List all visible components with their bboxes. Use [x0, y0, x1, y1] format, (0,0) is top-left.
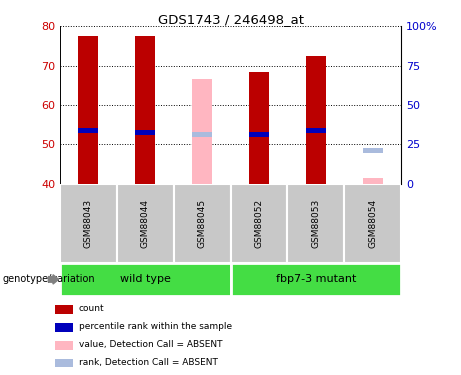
FancyBboxPatch shape [230, 262, 401, 296]
Bar [363, 178, 383, 184]
Bar [363, 148, 383, 153]
Text: GSM88053: GSM88053 [311, 198, 320, 248]
Text: rank, Detection Call = ABSENT: rank, Detection Call = ABSENT [79, 358, 218, 367]
Text: value, Detection Call = ABSENT: value, Detection Call = ABSENT [79, 340, 222, 349]
FancyBboxPatch shape [230, 184, 287, 262]
Text: GDS1743 / 246498_at: GDS1743 / 246498_at [158, 13, 303, 26]
Bar [192, 80, 212, 184]
Text: GSM88044: GSM88044 [141, 199, 150, 248]
Bar [55, 359, 73, 368]
Bar [55, 305, 73, 314]
Text: count: count [79, 304, 104, 313]
FancyBboxPatch shape [60, 184, 117, 262]
Bar [192, 132, 212, 137]
Bar [78, 128, 98, 133]
FancyBboxPatch shape [344, 184, 401, 262]
Text: genotype/variation: genotype/variation [2, 274, 95, 284]
Bar [306, 128, 326, 133]
Bar [135, 130, 155, 135]
FancyBboxPatch shape [117, 184, 174, 262]
Bar [135, 36, 155, 184]
Bar [55, 323, 73, 332]
Bar [249, 72, 269, 184]
FancyBboxPatch shape [174, 184, 230, 262]
FancyBboxPatch shape [287, 184, 344, 262]
Text: GSM88043: GSM88043 [84, 199, 93, 248]
Bar [78, 36, 98, 184]
Bar [249, 132, 269, 137]
Text: percentile rank within the sample: percentile rank within the sample [79, 322, 232, 331]
Bar [55, 341, 73, 350]
Bar [306, 56, 326, 184]
Text: fbp7-3 mutant: fbp7-3 mutant [276, 274, 356, 284]
Text: GSM88054: GSM88054 [368, 199, 377, 248]
Text: GSM88052: GSM88052 [254, 199, 263, 248]
Text: wild type: wild type [120, 274, 171, 284]
Text: GSM88045: GSM88045 [198, 199, 207, 248]
FancyBboxPatch shape [60, 262, 230, 296]
